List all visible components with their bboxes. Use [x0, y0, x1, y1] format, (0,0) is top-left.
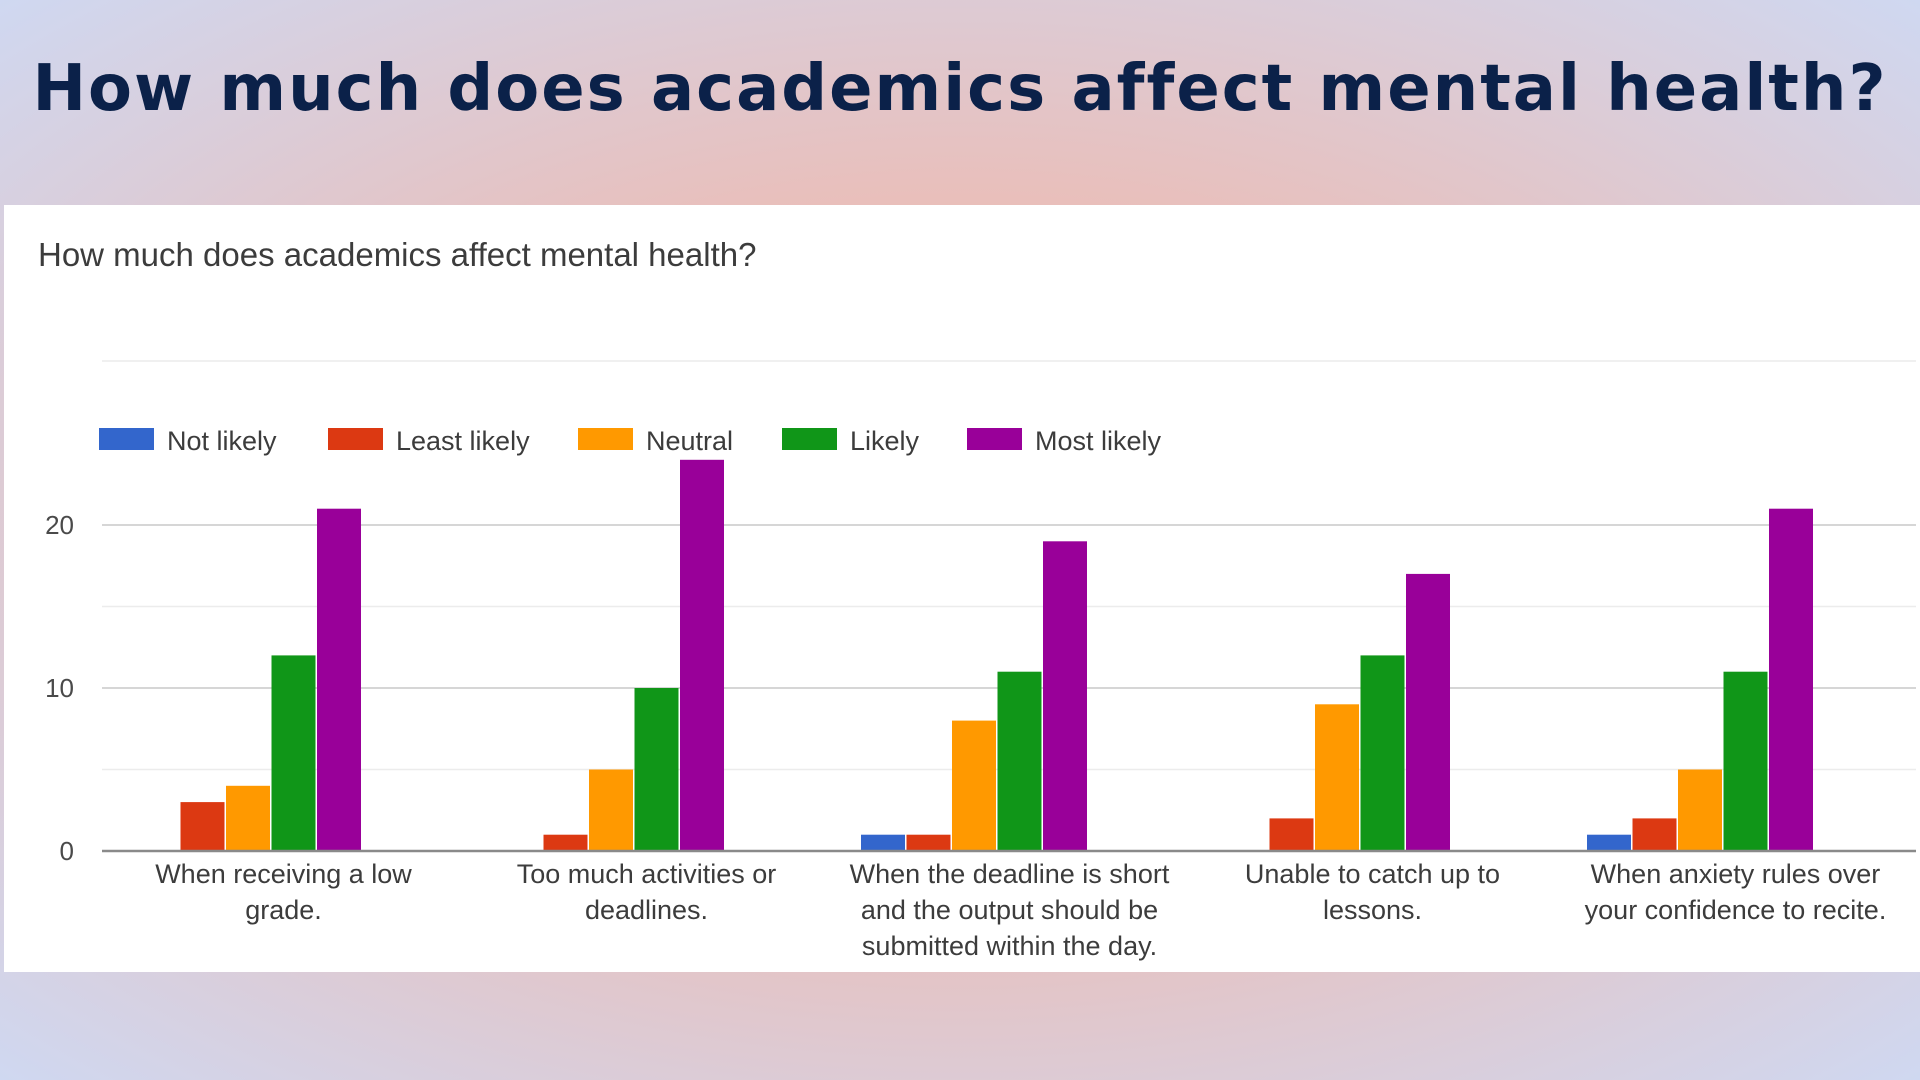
x-axis-labels: When receiving a low grade. Too much activ… — [155, 859, 1886, 961]
bar-neutral — [589, 769, 633, 851]
legend-swatch — [99, 428, 154, 450]
y-tick-label: 0 — [60, 836, 74, 866]
bar-likely — [271, 655, 316, 851]
legend-label: Likely — [850, 426, 920, 456]
chart-panel: How much does academics affect mental he… — [4, 205, 1920, 972]
bar-most-likely — [1769, 508, 1813, 851]
legend-swatch — [782, 428, 837, 450]
bar-not-likely — [861, 834, 905, 851]
y-axis-ticks: 0 10 20 — [45, 510, 74, 866]
bars — [180, 459, 1813, 851]
x-category-label: Too much activities or deadlines. — [517, 859, 777, 925]
bar-most-likely — [1406, 573, 1450, 851]
page-title: How much does academics affect mental he… — [32, 52, 1888, 126]
bar-most-likely — [680, 459, 724, 851]
x-category-label: When receiving a low grade. — [155, 859, 412, 925]
bar-likely — [634, 688, 679, 851]
bar-neutral — [226, 785, 270, 851]
legend: Not likely Least likely Neutral Likely Most … — [99, 426, 1162, 456]
x-category-label: Unable to catch up to lessons. — [1245, 859, 1500, 925]
bar-likely — [1360, 655, 1405, 851]
bar-most-likely — [317, 508, 361, 851]
bar-least-likely — [1269, 818, 1314, 851]
legend-label: Not likely — [167, 426, 277, 456]
chart-title: How much does academics affect mental he… — [38, 236, 756, 273]
bar-least-likely — [180, 802, 225, 851]
x-category-label: When anxiety rules over your confidence t… — [1585, 859, 1887, 925]
bar-neutral — [1315, 704, 1359, 851]
bar-likely — [997, 671, 1042, 851]
bar-most-likely — [1043, 541, 1087, 851]
y-tick-label: 10 — [45, 673, 74, 703]
bar-least-likely — [543, 834, 588, 851]
bar-least-likely — [1632, 818, 1677, 851]
legend-swatch — [328, 428, 383, 450]
y-tick-label: 20 — [45, 510, 74, 540]
bar-neutral — [1678, 769, 1722, 851]
bar-not-likely — [1587, 834, 1631, 851]
bar-least-likely — [906, 834, 951, 851]
x-category-label: When the deadline is short and the output… — [850, 859, 1170, 961]
legend-swatch — [967, 428, 1022, 450]
bar-neutral — [952, 720, 996, 851]
gridlines — [102, 360, 1916, 771]
bar-chart: How much does academics affect mental he… — [38, 236, 1916, 961]
bar-likely — [1723, 671, 1768, 851]
legend-label: Most likely — [1035, 426, 1162, 456]
legend-label: Neutral — [646, 426, 733, 456]
legend-swatch — [578, 428, 633, 450]
legend-label: Least likely — [396, 426, 530, 456]
